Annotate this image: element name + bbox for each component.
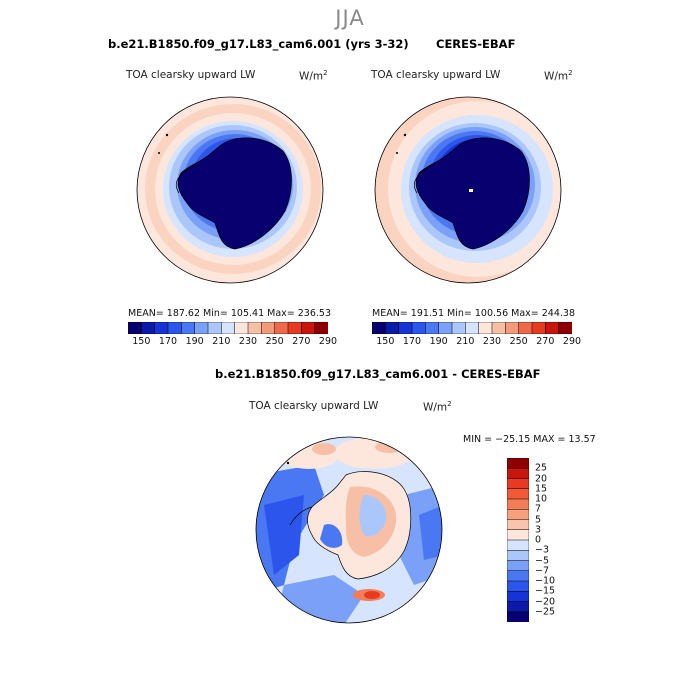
colorbar-swatch: [491, 322, 506, 334]
colorbar-swatch: [545, 322, 560, 334]
colorbar-diff: [507, 458, 529, 622]
panel-model-variable: TOA clearsky upward LW: [126, 69, 256, 81]
colorbar-swatch: [181, 322, 196, 334]
colorbar-swatch: [128, 322, 142, 334]
colorbar-swatch: [531, 322, 546, 334]
colorbar-model-labels: 150 170 190 210 230 250 270 290: [128, 336, 337, 350]
colorbar-tick-label: 190: [185, 336, 204, 347]
colorbar-swatch: [507, 570, 529, 582]
colorbar-swatch: [507, 601, 529, 613]
colorbar-tick-label: 10: [535, 493, 548, 505]
colorbar-tick-label: 170: [158, 336, 178, 347]
colorbar-diff-labels: 25 20 15 10 7 5 3 0 −3 −5 −7 −10 −15 −20 −25: [535, 458, 575, 622]
colorbar-swatch: [372, 322, 386, 334]
colorbar-tick-label: 3: [535, 524, 542, 536]
colorbar-swatch: [507, 539, 529, 551]
colorbar-swatch: [425, 322, 440, 334]
colorbar-swatch: [438, 322, 453, 334]
colorbar-tick-label: 230: [238, 336, 258, 347]
colorbar-swatch: [411, 322, 426, 334]
colorbar-tick-label: 20: [535, 473, 548, 484]
colorbar-swatch: [507, 550, 529, 562]
colorbar-swatch: [465, 322, 480, 334]
colorbar-tick-label: 150: [376, 336, 395, 347]
colorbar-swatch: [507, 478, 529, 490]
colorbar-tick-label: 250: [265, 336, 284, 347]
colorbar-tick-label: 210: [456, 336, 475, 347]
colorbar-swatch: [507, 611, 529, 622]
colorbar-swatch: [261, 322, 276, 334]
colorbar-tick-label: 270: [292, 336, 311, 347]
colorbar-swatch: [478, 322, 493, 334]
colorbar-obs-labels: 150 170 190 210 230 250 270 290: [372, 336, 581, 350]
polar-map-obs: [374, 96, 562, 284]
colorbar-swatch: [167, 322, 182, 334]
colorbar-swatch: [141, 322, 156, 334]
colorbar-obs: [372, 322, 572, 334]
colorbar-tick-label: 25: [535, 462, 548, 474]
colorbar-tick-label: 0: [535, 534, 542, 546]
colorbar-tick-label: −20: [535, 596, 556, 607]
colorbar-tick-label: 290: [318, 336, 338, 347]
colorbar-swatch: [314, 322, 328, 334]
colorbar-swatch: [234, 322, 249, 334]
colorbar-swatch: [507, 488, 529, 500]
colorbar-swatch: [451, 322, 466, 334]
colorbar-swatch: [507, 468, 529, 480]
panel-obs-variable: TOA clearsky upward LW: [371, 69, 501, 81]
colorbar-swatch: [398, 322, 413, 334]
colorbar-swatch: [247, 322, 262, 334]
panel-diff-minmax: MIN = −25.15 MAX = 13.57: [463, 434, 596, 445]
colorbar-tick-label: 170: [402, 336, 422, 347]
colorbar-swatch: [207, 322, 222, 334]
colorbar-swatch: [507, 509, 529, 521]
colorbar-tick-label: −25: [535, 606, 556, 618]
colorbar-swatch: [505, 322, 520, 334]
colorbar-swatch: [301, 322, 316, 334]
colorbar-tick-label: 150: [132, 336, 151, 347]
colorbar-swatch: [385, 322, 400, 334]
colorbar-tick-label: 270: [536, 336, 555, 347]
colorbar-tick-label: −7: [535, 565, 550, 577]
colorbar-swatch: [154, 322, 169, 334]
colorbar-swatch: [507, 519, 529, 531]
colorbar-swatch: [518, 322, 533, 334]
season-title: JJA: [335, 6, 365, 30]
polar-map-diff: [255, 436, 443, 624]
colorbar-tick-label: 15: [535, 483, 548, 495]
colorbar-tick-label: 250: [509, 336, 528, 347]
colorbar-swatch: [221, 322, 236, 334]
colorbar-swatch: [507, 591, 529, 603]
colorbar-tick-label: 210: [212, 336, 231, 347]
panel-model-title: b.e21.B1850.f09_g17.L83_cam6.001 (yrs 3-…: [108, 37, 409, 51]
panel-obs-title: CERES-EBAF: [436, 37, 516, 51]
colorbar-swatch: [558, 322, 572, 334]
colorbar-swatch: [507, 458, 529, 469]
polar-map-model: [136, 96, 324, 284]
panel-diff-variable: TOA clearsky upward LW: [249, 400, 379, 412]
colorbar-swatch: [507, 560, 529, 572]
panel-diff-units: W/m2: [423, 400, 452, 414]
colorbar-swatch: [507, 529, 529, 541]
colorbar-swatch: [507, 580, 529, 592]
panel-diff-title: b.e21.B1850.f09_g17.L83_cam6.001 - CERES…: [215, 367, 541, 381]
colorbar-tick-label: 290: [562, 336, 582, 347]
colorbar-swatch: [194, 322, 209, 334]
colorbar-tick-label: −15: [535, 585, 556, 597]
panel-obs-units: W/m2: [544, 69, 573, 83]
colorbar-tick-label: 230: [482, 336, 502, 347]
colorbar-tick-label: −10: [535, 575, 556, 587]
colorbar-tick-label: 5: [535, 514, 542, 525]
colorbar-model: [128, 322, 328, 334]
panel-model-units: W/m2: [299, 69, 328, 83]
colorbar-tick-label: −3: [535, 544, 550, 556]
panel-obs-stats: MEAN= 191.51 Min= 100.56 Max= 244.38: [372, 308, 576, 319]
colorbar-tick-label: 190: [429, 336, 448, 347]
colorbar-swatch: [274, 322, 289, 334]
colorbar-tick-label: −5: [535, 555, 550, 566]
colorbar-swatch: [507, 498, 529, 510]
colorbar-swatch: [287, 322, 302, 334]
colorbar-tick-label: 7: [535, 503, 542, 515]
panel-model-stats: MEAN= 187.62 Min= 105.41 Max= 236.53: [128, 308, 332, 319]
